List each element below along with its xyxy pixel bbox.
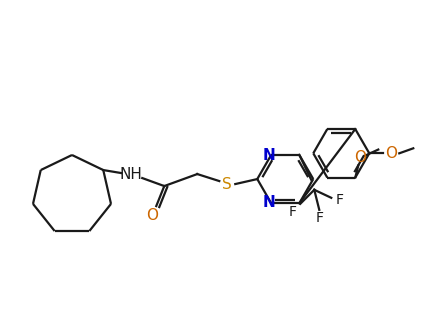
Text: NH: NH [120, 166, 143, 182]
Text: O: O [385, 146, 397, 161]
Text: O: O [354, 150, 366, 165]
Text: F: F [315, 211, 323, 225]
Text: O: O [146, 208, 158, 223]
Text: N: N [263, 195, 276, 210]
Text: N: N [263, 148, 276, 163]
Text: S: S [223, 176, 232, 192]
Text: F: F [335, 193, 343, 207]
Text: F: F [288, 205, 296, 219]
